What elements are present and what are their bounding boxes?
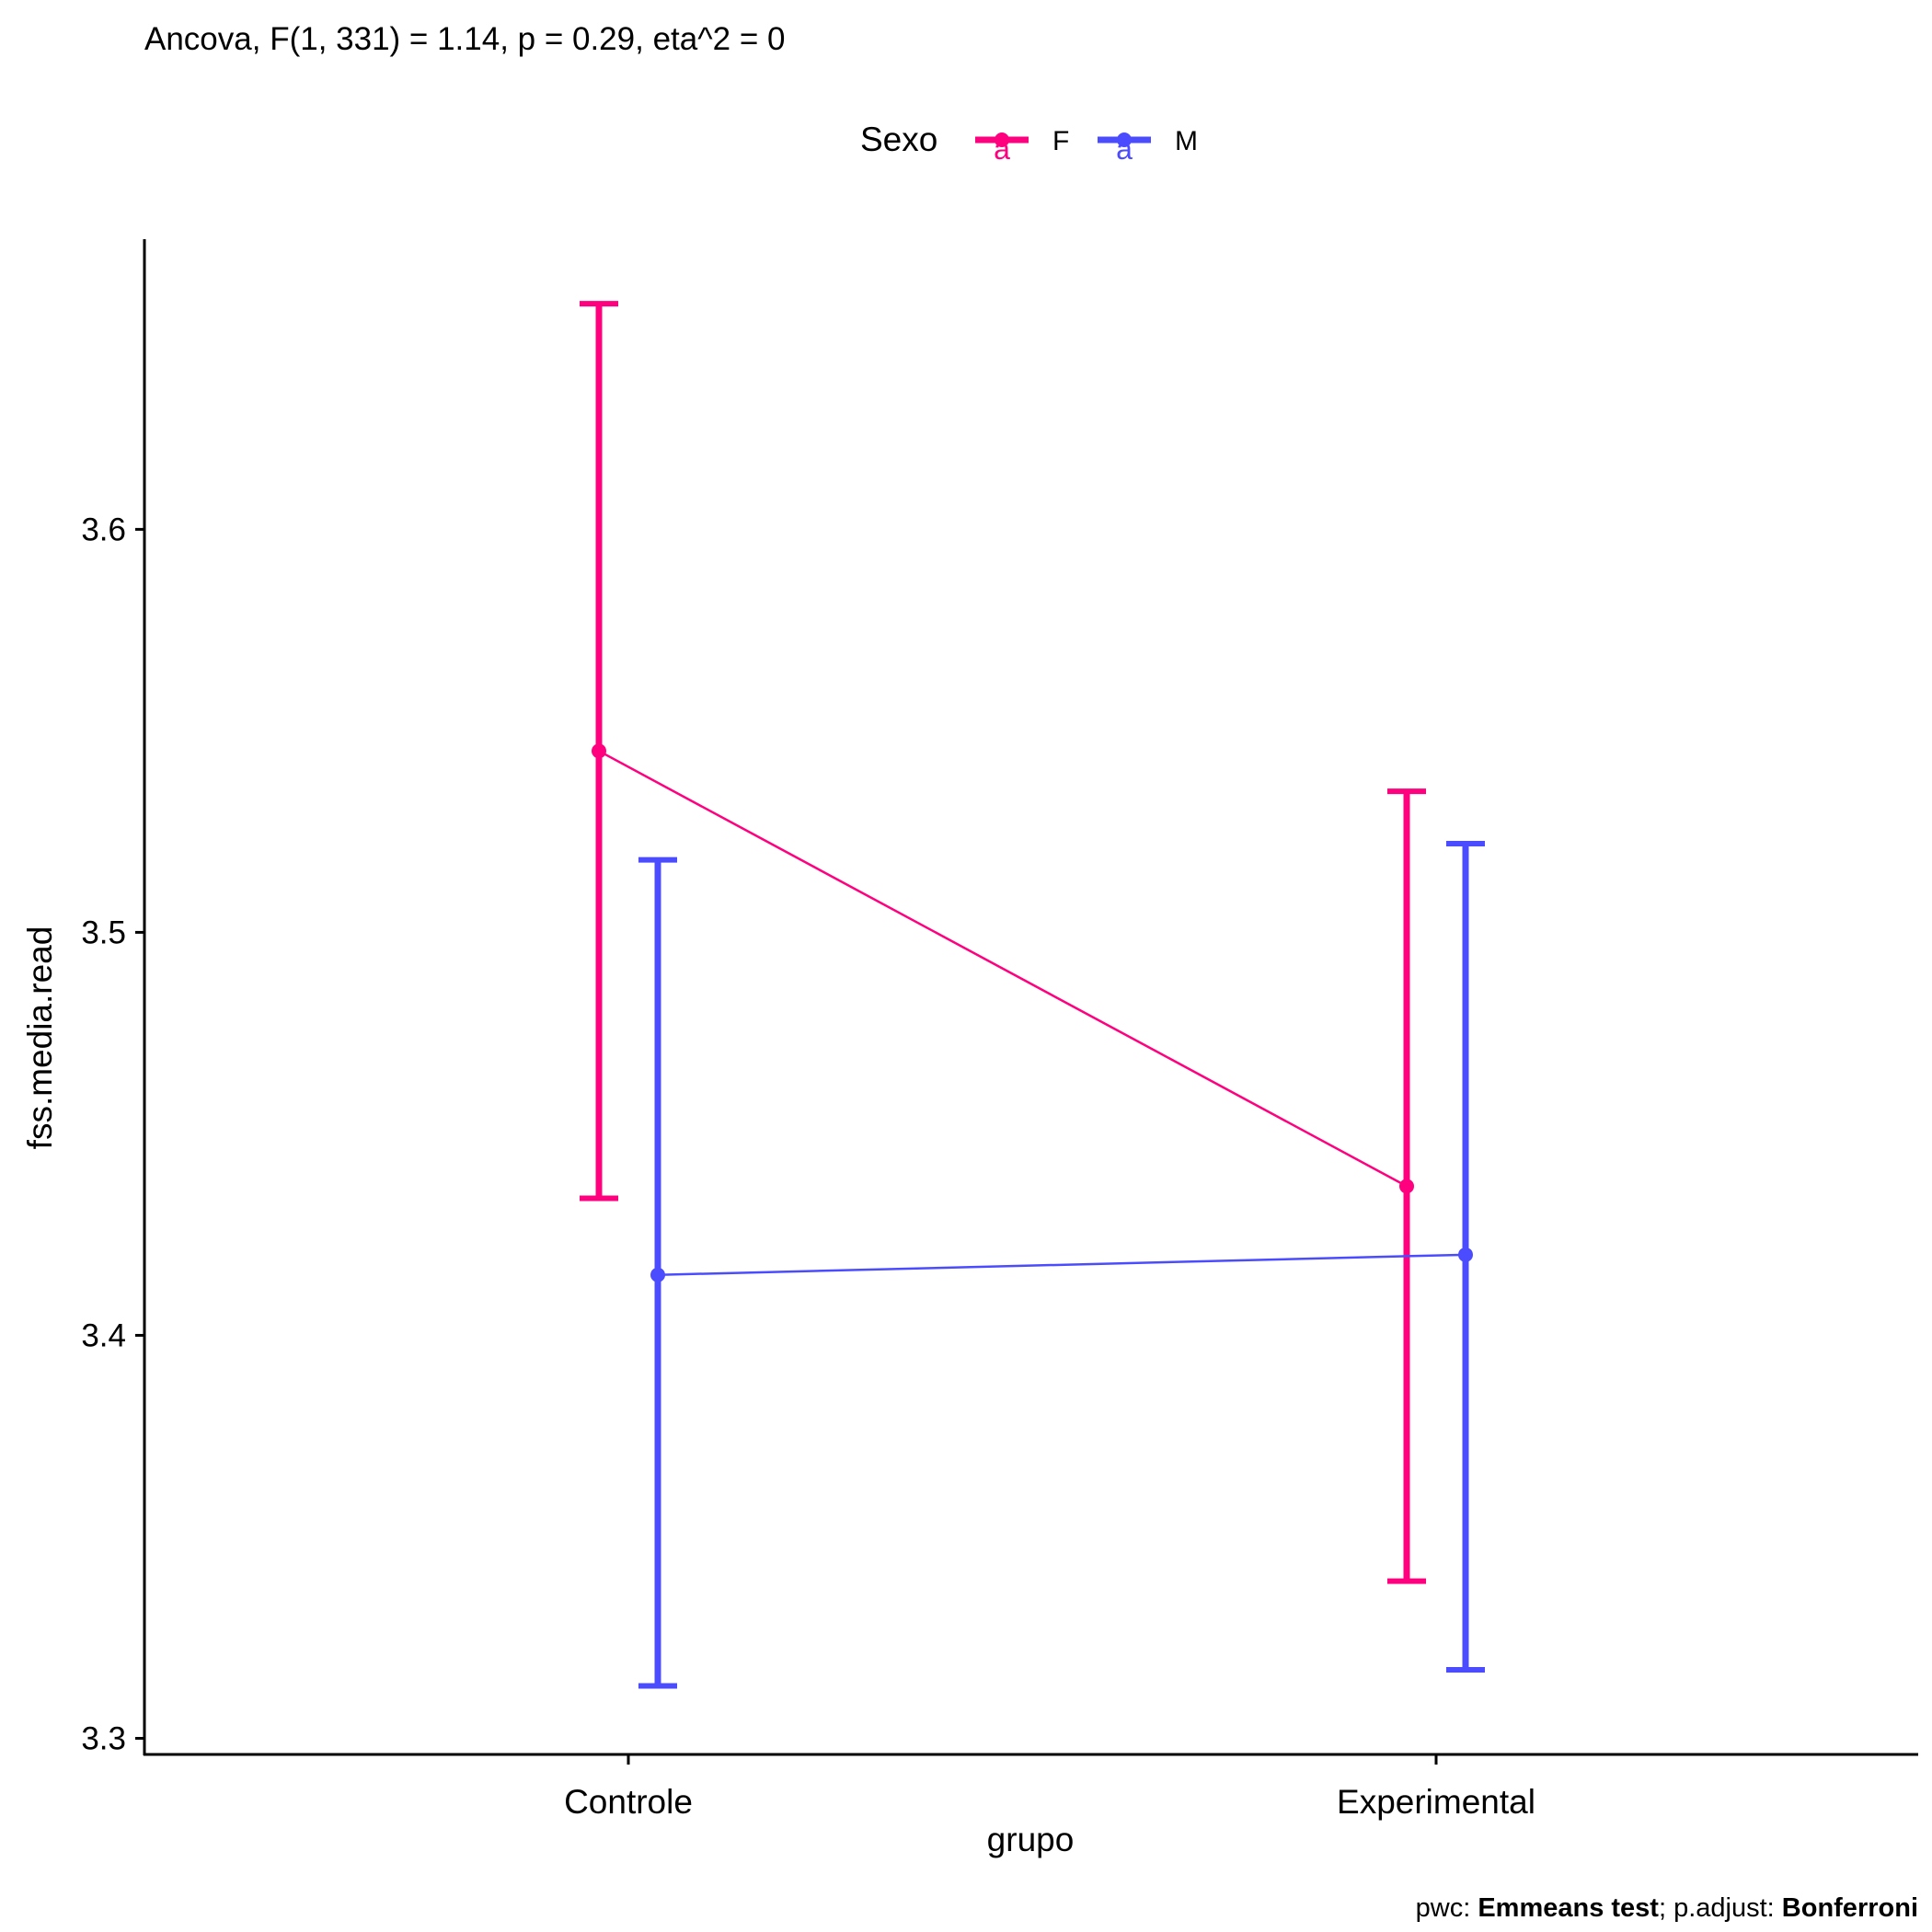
caption-method: Emmeans test: [1478, 1893, 1659, 1923]
y-tick-label: 3.6: [81, 512, 126, 547]
caption: pwc: Emmeans test; p.adjust: Bonferroni: [1416, 1893, 1918, 1923]
data-point: [1458, 1248, 1473, 1262]
series-M: [638, 844, 1485, 1685]
legend-label: F: [1052, 126, 1069, 156]
plot-panel: [580, 304, 1485, 1685]
series-F: [580, 304, 1426, 1581]
y-tick-label: 3.5: [81, 914, 126, 950]
data-point: [650, 1268, 665, 1282]
chart-title: Ancova, F(1, 331) = 1.14, p = 0.29, eta^…: [144, 21, 785, 57]
x-axis-label: grupo: [987, 1821, 1075, 1858]
data-point: [1399, 1179, 1414, 1193]
y-tick-label: 3.4: [81, 1317, 126, 1353]
legend-key-glyph: a: [1116, 132, 1133, 166]
legend-title: Sexo: [860, 121, 937, 158]
y-tick-label: 3.3: [81, 1720, 126, 1756]
caption-prefix: pwc:: [1416, 1893, 1478, 1923]
x-tick-label: Controle: [564, 1783, 693, 1821]
caption-middle: ; p.adjust:: [1659, 1893, 1782, 1923]
data-point: [592, 743, 606, 758]
legend-label: M: [1175, 126, 1198, 156]
x-tick-label: Experimental: [1337, 1783, 1535, 1821]
axes: 3.3 3.4 3.5 3.6 Controle Experimental: [81, 239, 1918, 1821]
series-line: [658, 1255, 1466, 1275]
caption-adjust: Bonferroni: [1782, 1893, 1918, 1923]
series-line: [599, 751, 1407, 1186]
y-axis-label: fss.media.read: [21, 926, 59, 1150]
legend-key-glyph: a: [994, 132, 1010, 166]
